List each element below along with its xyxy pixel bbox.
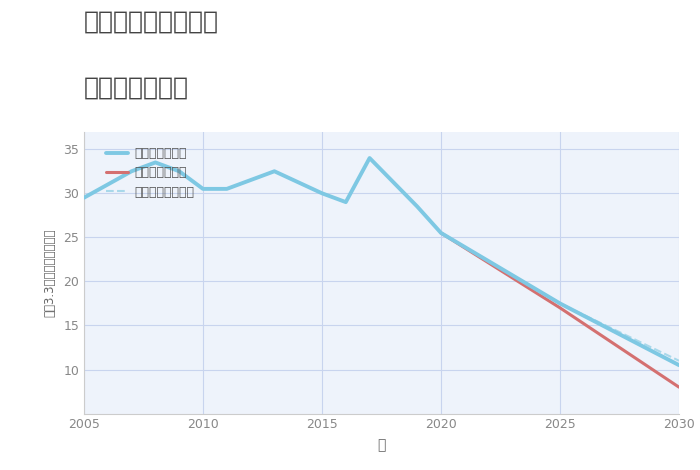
- グッドシナリオ: [556, 301, 564, 306]
- Line: グッドシナリオ: グッドシナリオ: [84, 158, 679, 365]
- グッドシナリオ: [199, 186, 207, 192]
- Line: ノーマルシナリオ: ノーマルシナリオ: [441, 233, 679, 361]
- グッドシナリオ: [318, 190, 326, 196]
- Text: 土地の価格推移: 土地の価格推移: [84, 75, 189, 99]
- グッドシナリオ: [437, 230, 445, 236]
- ノーマルシナリオ: [675, 358, 683, 364]
- バッドシナリオ: [556, 305, 564, 311]
- Y-axis label: 坪（3.3㎡）単価（万円）: 坪（3.3㎡）単価（万円）: [43, 228, 56, 317]
- バッドシナリオ: [437, 230, 445, 236]
- グッドシナリオ: [413, 204, 421, 209]
- バッドシナリオ: [675, 384, 683, 390]
- グッドシナリオ: [175, 168, 183, 174]
- Text: 愛知県一宮市大毛の: 愛知県一宮市大毛の: [84, 9, 219, 33]
- グッドシナリオ: [270, 168, 279, 174]
- X-axis label: 年: 年: [377, 439, 386, 453]
- グッドシナリオ: [365, 155, 374, 161]
- グッドシナリオ: [223, 186, 231, 192]
- グッドシナリオ: [80, 195, 88, 201]
- ノーマルシナリオ: [437, 230, 445, 236]
- グッドシナリオ: [675, 362, 683, 368]
- Legend: グッドシナリオ, バッドシナリオ, ノーマルシナリオ: グッドシナリオ, バッドシナリオ, ノーマルシナリオ: [102, 143, 198, 203]
- グッドシナリオ: [127, 168, 136, 174]
- ノーマルシナリオ: [556, 301, 564, 306]
- グッドシナリオ: [151, 160, 160, 165]
- グッドシナリオ: [342, 199, 350, 205]
- Line: バッドシナリオ: バッドシナリオ: [441, 233, 679, 387]
